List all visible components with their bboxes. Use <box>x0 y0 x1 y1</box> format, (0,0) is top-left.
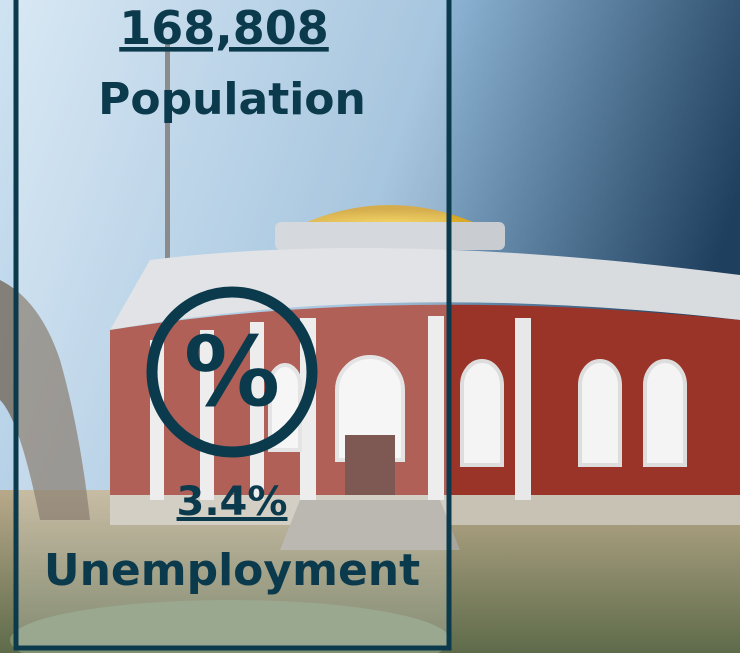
percent-icon-symbol: % <box>184 316 280 428</box>
stat-label: Unemployment <box>44 545 420 596</box>
photo-shape <box>515 318 531 500</box>
photo-shape <box>645 361 685 465</box>
page: {"stats": [{"value": "168,808", "label":… <box>0 0 740 653</box>
stat-label: Population <box>98 74 366 125</box>
stat-value: 3.4% <box>177 479 288 525</box>
photo-shape <box>462 361 502 465</box>
stats-panel: 168,808 Population % 3.4% Unemployment <box>0 0 740 653</box>
photo-shape <box>580 361 620 465</box>
stat-value: 168,808 <box>119 1 329 55</box>
